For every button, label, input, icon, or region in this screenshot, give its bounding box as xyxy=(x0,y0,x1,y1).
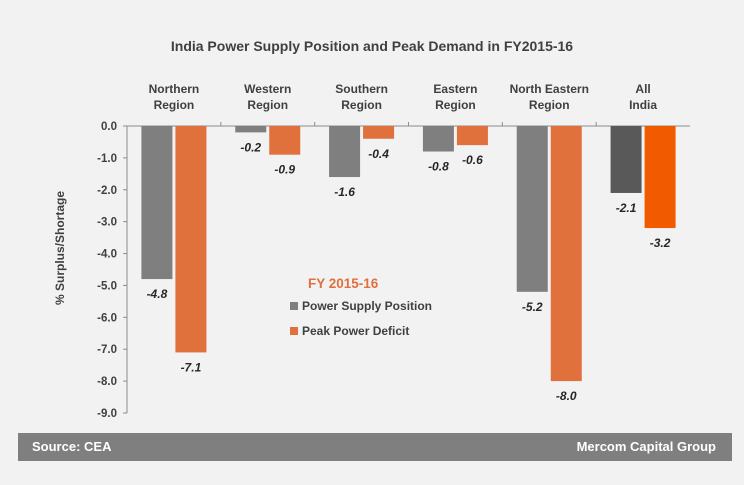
category-label-line: Region xyxy=(435,98,476,112)
bar-supply-position xyxy=(422,126,454,152)
bar-peak-deficit xyxy=(550,126,582,382)
category-label-line: All xyxy=(635,82,650,96)
y-tick-label: -7.0 xyxy=(97,344,117,356)
data-label: -0.9 xyxy=(274,163,295,177)
category-label-line: Region xyxy=(247,98,288,112)
bar-peak-deficit xyxy=(175,126,207,353)
category-label: Eastern Region xyxy=(433,82,477,112)
bar-supply-position xyxy=(329,126,361,178)
y-tick-label: -6.0 xyxy=(97,312,117,324)
bar-supply-position xyxy=(141,126,173,280)
category-label: Western Region xyxy=(244,82,291,112)
legend-entry: Peak Power Deficit xyxy=(302,324,409,338)
brand-label: Mercom Capital Group xyxy=(576,439,716,454)
legend-swatch xyxy=(290,302,298,310)
category-label-line: Western xyxy=(244,82,291,96)
category-label-line: Region xyxy=(529,98,570,112)
data-label: -0.2 xyxy=(240,140,261,154)
data-label: -0.8 xyxy=(428,160,449,174)
category-label: Northern Region xyxy=(149,82,200,112)
data-label: -7.1 xyxy=(181,360,202,374)
data-label: -4.8 xyxy=(147,287,168,301)
category-label: Southern Region xyxy=(335,82,388,112)
legend-entry: Power Supply Position xyxy=(302,299,432,313)
legend-title: FY 2015-16 xyxy=(308,276,379,291)
data-label: -2.1 xyxy=(616,201,637,215)
category-label-line: Southern xyxy=(335,82,388,96)
category-label-line: North Eastern xyxy=(510,82,589,96)
bar-peak-deficit xyxy=(456,126,488,146)
category-label-line: Region xyxy=(154,98,195,112)
data-label: -8.0 xyxy=(556,389,577,403)
bar-peak-deficit xyxy=(363,126,395,139)
y-tick-label: -1.0 xyxy=(97,153,117,165)
data-label: -0.4 xyxy=(368,147,389,161)
bar-supply-position xyxy=(516,126,548,292)
y-tick-label: -8.0 xyxy=(97,376,117,388)
category-label-line: Eastern xyxy=(433,82,477,96)
y-tick-label: -2.0 xyxy=(97,185,117,197)
y-tick-label: 0.0 xyxy=(101,121,117,133)
y-axis-label: % Surplus/Shortage xyxy=(53,191,67,305)
footer-bar: Source: CEA Mercom Capital Group xyxy=(18,433,732,461)
data-label: -0.6 xyxy=(462,153,483,167)
category-label-line: India xyxy=(629,98,657,112)
bar-peak-deficit xyxy=(644,126,676,229)
chart-title: India Power Supply Position and Peak Dem… xyxy=(171,38,573,54)
bar-supply-position xyxy=(610,126,642,193)
data-label: -3.2 xyxy=(650,236,671,250)
source-label: Source: CEA xyxy=(32,439,112,454)
category-label: All India xyxy=(629,82,657,112)
y-tick-label: -5.0 xyxy=(97,280,117,292)
y-tick-label: -3.0 xyxy=(97,217,117,229)
category-label-line: Northern xyxy=(149,82,200,96)
data-label: -5.2 xyxy=(522,300,543,314)
y-tick-label: -9.0 xyxy=(97,408,117,420)
bar-supply-position xyxy=(235,126,267,133)
y-tick-label: -4.0 xyxy=(97,249,117,261)
category-label-line: Region xyxy=(341,98,382,112)
bar-peak-deficit xyxy=(269,126,301,155)
category-label: North Eastern Region xyxy=(510,82,589,112)
legend-swatch xyxy=(290,327,298,335)
data-label: -1.6 xyxy=(334,185,355,199)
